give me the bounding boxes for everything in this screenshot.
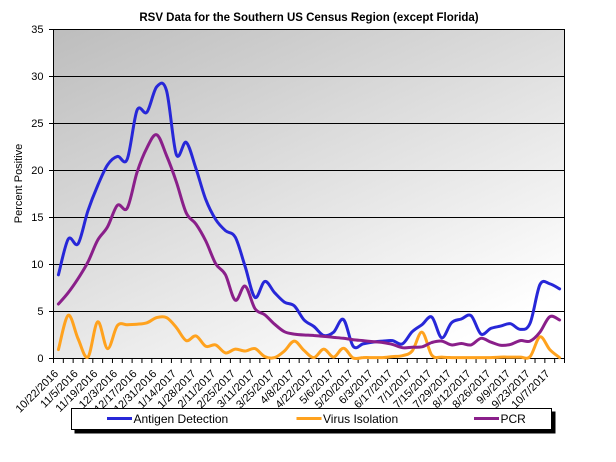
svg-text:35: 35 xyxy=(31,24,43,36)
svg-text:RSV Data for the Southern US C: RSV Data for the Southern US Census Regi… xyxy=(139,12,478,24)
svg-text:Virus Isolation: Virus Isolation xyxy=(323,412,398,426)
svg-text:15: 15 xyxy=(31,212,43,224)
svg-text:20: 20 xyxy=(31,165,43,177)
svg-text:Percent Positive: Percent Positive xyxy=(13,144,25,223)
svg-text:25: 25 xyxy=(31,118,43,130)
svg-text:PCR: PCR xyxy=(501,412,527,426)
svg-text:5: 5 xyxy=(37,306,43,318)
svg-text:0: 0 xyxy=(37,353,43,365)
svg-text:10: 10 xyxy=(31,259,43,271)
svg-text:30: 30 xyxy=(31,71,43,83)
svg-text:Antigen Detection: Antigen Detection xyxy=(134,412,229,426)
